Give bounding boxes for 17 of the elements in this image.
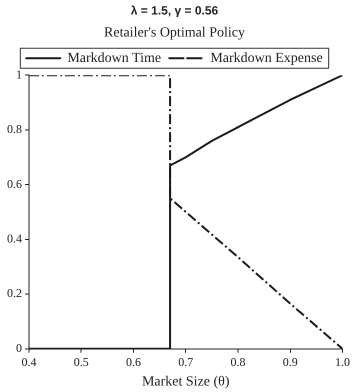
chart-subtitle: Retailer's Optimal Policy xyxy=(104,25,245,40)
y-tick-label: 0.4 xyxy=(7,232,22,246)
x-tick-label: 0.6 xyxy=(126,355,141,370)
chart-title: λ = 1.5, γ = 0.56 xyxy=(130,4,219,18)
x-axis-title: Market Size (θ) xyxy=(142,374,230,390)
legend-label: Markdown Expense xyxy=(210,50,323,66)
y-tick-label: 0.6 xyxy=(7,176,22,191)
x-tick-label: 0.5 xyxy=(74,355,89,370)
y-tick-label: 1 xyxy=(16,67,22,82)
x-tick-label: 0.7 xyxy=(178,355,194,370)
legend-label: Markdown Time xyxy=(67,50,162,66)
x-tick-label: 1.0 xyxy=(335,355,350,370)
y-tick-label: 0 xyxy=(16,340,22,355)
x-tick-label: 0.8 xyxy=(230,355,246,370)
x-tick-label: 0.9 xyxy=(282,355,298,370)
y-tick-label: 0.2 xyxy=(7,286,22,300)
y-tick-label: 0.8 xyxy=(7,122,22,136)
